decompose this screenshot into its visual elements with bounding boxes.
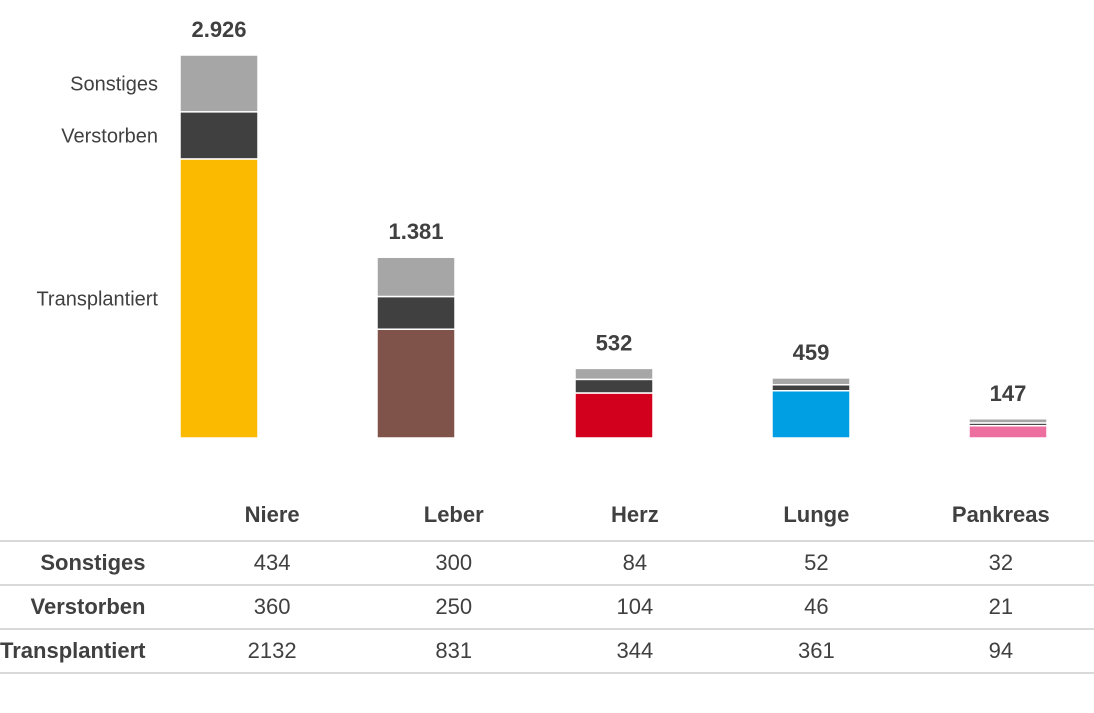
table-corner <box>0 490 181 541</box>
table-cell: 94 <box>907 628 1094 674</box>
total-label-pankreas: 147 <box>990 381 1027 406</box>
total-labels-group: 2.926 1.381 532 459 147 <box>191 17 1026 406</box>
table-row: Transplantiert 2132 831 344 361 94 <box>0 628 1094 674</box>
bar-segment-transplantiert-lunge <box>771 389 851 439</box>
table-cell: 361 <box>725 628 908 674</box>
bar-segment-transplantiert-herz <box>574 392 654 439</box>
table-cell: 32 <box>907 540 1094 585</box>
table-cell: 360 <box>181 584 363 629</box>
row-label-sonstiges: Sonstiges <box>0 540 182 585</box>
bars-group <box>179 54 1048 439</box>
bar-segment-sonstiges-lunge <box>771 377 851 386</box>
bar-segment-verstorben-niere <box>179 111 259 160</box>
bar-segment-sonstiges-niere <box>179 54 259 113</box>
segment-label-verstorben: Verstorben <box>61 125 158 147</box>
bar-segment-transplantiert-niere <box>179 158 259 439</box>
table-cell: 250 <box>362 584 545 629</box>
col-head-herz: Herz <box>611 502 659 527</box>
bar-segment-verstorben-herz <box>574 378 654 394</box>
stacked-bar-chart: 2.926 1.381 532 459 147 Sonstiges Verstorben T… <box>36 17 1048 439</box>
bar-segment-verstorben-leber <box>376 295 456 330</box>
segment-label-transplantiert: Transplantiert <box>36 288 158 310</box>
bar-segment-sonstiges-leber <box>376 256 456 298</box>
bar-segment-verstorben-lunge <box>771 383 851 392</box>
table-cell: 21 <box>907 584 1094 629</box>
data-table: Niere Leber Herz Lunge Pankreas Sonstige… <box>0 490 1094 674</box>
total-label-lunge: 459 <box>793 340 830 365</box>
table-header-row: Niere Leber Herz Lunge Pankreas <box>0 490 1094 541</box>
row-label-verstorben: Verstorben <box>0 584 182 629</box>
segment-labels-group: Sonstiges Verstorben Transplantiert <box>36 73 158 310</box>
table-cell: 104 <box>544 584 726 629</box>
table-cell: 84 <box>544 540 726 585</box>
table-cell: 434 <box>181 540 363 585</box>
col-head-leber: Leber <box>423 502 484 527</box>
segment-label-sonstiges: Sonstiges <box>70 73 158 95</box>
table-cell: 2132 <box>181 628 363 674</box>
col-head-niere: Niere <box>244 502 300 527</box>
total-label-herz: 532 <box>596 330 633 355</box>
bar-segment-transplantiert-pankreas <box>968 424 1048 439</box>
bar-segment-sonstiges-pankreas <box>968 418 1048 424</box>
table-row: Verstorben 360 250 104 46 21 <box>0 584 1094 629</box>
table-cell: 46 <box>725 584 908 629</box>
total-label-niere: 2.926 <box>191 17 246 42</box>
total-label-leber: 1.381 <box>388 219 443 244</box>
table-cell: 52 <box>725 540 908 585</box>
row-label-transplantiert: Transplantiert <box>0 628 182 674</box>
bar-segment-sonstiges-herz <box>574 367 654 381</box>
bar-segment-transplantiert-leber <box>376 328 456 439</box>
table-row: Sonstiges 434 300 84 52 32 <box>0 540 1094 585</box>
col-head-lunge: Lunge <box>783 502 850 527</box>
table-cell: 344 <box>544 628 726 674</box>
col-head-pankreas: Pankreas <box>951 502 1050 527</box>
table-cell: 300 <box>362 540 545 585</box>
table-cell: 831 <box>362 628 545 674</box>
